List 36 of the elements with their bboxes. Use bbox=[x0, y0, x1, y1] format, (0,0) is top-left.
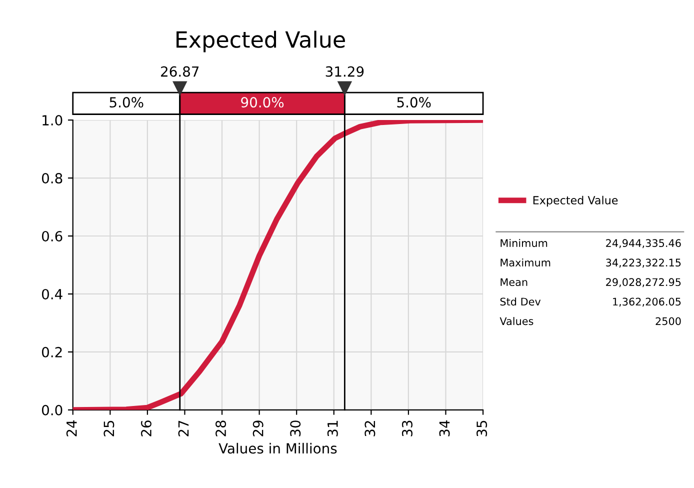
text: 5.0% bbox=[397, 97, 431, 108]
x-tick-label: 35 bbox=[476, 420, 488, 436]
x-tick-label: 28 bbox=[216, 420, 226, 436]
x-tick-label: 31 bbox=[327, 420, 338, 436]
y-tick-label: 0.0 bbox=[42, 404, 62, 416]
text: 1,362,206.05 bbox=[613, 298, 681, 307]
x-tick-label: 24 bbox=[66, 420, 77, 436]
text: Values bbox=[500, 317, 534, 326]
ref-line-label: 31.29 bbox=[326, 66, 364, 77]
y-tick-label: 0.4 bbox=[42, 288, 62, 300]
y-tick-label: 0.8 bbox=[42, 172, 62, 184]
y-tick-label: 1.0 bbox=[42, 115, 62, 126]
x-tick-label: 30 bbox=[290, 420, 301, 436]
text: Maximum bbox=[500, 258, 550, 267]
text: 29,028,272.95 bbox=[606, 278, 681, 288]
text: Mean bbox=[500, 278, 528, 286]
x-tick-label: 33 bbox=[402, 420, 412, 436]
x-tick-label: 27 bbox=[178, 420, 189, 436]
text: Minimum bbox=[500, 238, 548, 248]
ref-line-label: 26.87 bbox=[161, 66, 199, 77]
text: 24,944,335.46 bbox=[606, 239, 681, 248]
x-tick-label: 26 bbox=[140, 420, 152, 436]
chart-title: Expected Value bbox=[176, 30, 345, 52]
text: 34,223,322.15 bbox=[606, 258, 681, 268]
x-axis-title: Values in Millions bbox=[218, 442, 337, 454]
text: 90.0% bbox=[241, 97, 284, 108]
text: 2500 bbox=[656, 317, 681, 326]
y-tick-label: 0.6 bbox=[42, 230, 62, 242]
x-tick-label: 34 bbox=[439, 420, 450, 436]
x-tick-label: 29 bbox=[252, 420, 264, 436]
text: 5.0% bbox=[110, 97, 144, 108]
legend-label: Expected Value bbox=[533, 196, 618, 207]
y-tick-label: 0.2 bbox=[42, 346, 62, 358]
x-tick-label: 32 bbox=[364, 421, 376, 436]
text: Std Dev bbox=[500, 298, 541, 306]
x-tick-label: 25 bbox=[104, 420, 114, 436]
